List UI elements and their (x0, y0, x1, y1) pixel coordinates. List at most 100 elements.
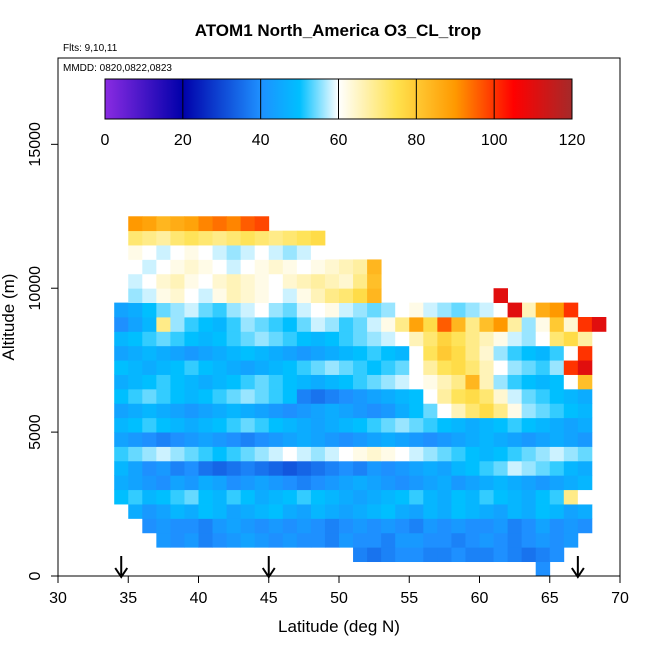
heatmap-cell (142, 460, 157, 476)
heatmap-cell (226, 417, 242, 433)
heatmap-cell (282, 345, 298, 361)
heatmap-cell (353, 432, 368, 447)
heatmap-cell (254, 302, 270, 318)
heatmap-cell (212, 446, 227, 462)
heatmap-cell (423, 403, 438, 419)
dates-label: MMDD: 0820,0822,0823 (63, 63, 172, 74)
heatmap-cell (507, 532, 523, 548)
heatmap-cell (156, 388, 171, 404)
heatmap-cell (549, 302, 565, 318)
heatmap-cell (535, 446, 551, 462)
heatmap-cell (156, 331, 171, 347)
heatmap-cell (395, 446, 410, 462)
heatmap-cell (353, 331, 368, 347)
heatmap-cell (268, 489, 284, 505)
heatmap-cell (254, 504, 270, 519)
heatmap-cell (296, 417, 312, 433)
heatmap-cell (254, 432, 270, 447)
heatmap-cell (184, 331, 199, 347)
heatmap-cell (282, 317, 298, 332)
heatmap-cell (324, 504, 340, 519)
heatmap-cell (339, 288, 354, 304)
heatmap-cell (324, 374, 340, 390)
heatmap-cell (268, 504, 284, 519)
heatmap-cell (296, 245, 312, 260)
heatmap-cell (549, 504, 565, 519)
heatmap-cell (479, 403, 494, 419)
heatmap-cell (184, 446, 199, 462)
heatmap-cell (549, 374, 565, 390)
heatmap-cell (451, 460, 466, 476)
heatmap-cell (142, 345, 157, 361)
heatmap-cell (142, 230, 157, 246)
heatmap-cell (465, 374, 480, 390)
heatmap-cell (114, 475, 129, 491)
heatmap-cell (465, 403, 480, 419)
heatmap-cell (395, 475, 410, 491)
y-tick-label: 0 (27, 571, 44, 580)
heatmap-cell (310, 259, 326, 275)
heatmap-cell (521, 403, 537, 419)
heatmap-cell (128, 432, 143, 447)
x-tick-label: 40 (190, 590, 208, 607)
heatmap-cell (479, 388, 494, 404)
heatmap-cell (437, 317, 452, 332)
heatmap-cell (170, 446, 185, 462)
heatmap-cell (170, 518, 185, 534)
heatmap-cell (296, 374, 312, 390)
heatmap-cell (114, 417, 129, 433)
heatmap-cell (381, 360, 396, 375)
heatmap-cell (156, 417, 171, 433)
heatmap-cell (184, 432, 199, 447)
heatmap-cell (577, 345, 593, 361)
heatmap-cell (198, 460, 213, 476)
heatmap-cell (451, 417, 466, 433)
heatmap-cell (395, 532, 410, 548)
heatmap-cell (226, 360, 242, 375)
heatmap-cell (296, 403, 312, 419)
heatmap-cell (310, 446, 326, 462)
heatmap-cell (465, 532, 480, 548)
heatmap-cell (212, 504, 227, 519)
heatmap-cell (170, 403, 185, 419)
heatmap-cell (577, 403, 593, 419)
heatmap-cell (324, 532, 340, 548)
heatmap-cell (170, 216, 185, 232)
x-tick-label: 60 (471, 590, 489, 607)
heatmap-cell (128, 216, 143, 232)
heatmap-cell (226, 302, 242, 318)
heatmap-cell (184, 230, 199, 246)
heatmap-cell (423, 388, 438, 404)
heatmap-cell (212, 388, 227, 404)
heatmap-cell (254, 460, 270, 476)
heatmap-cell (226, 345, 242, 361)
heatmap-cell (156, 273, 171, 289)
heatmap-cell (240, 388, 256, 404)
heatmap-cell (535, 360, 551, 375)
heatmap-cell (296, 518, 312, 534)
heatmap-cell (535, 561, 551, 577)
heatmap-cell (535, 388, 551, 404)
heatmap-cell (296, 288, 312, 304)
heatmap-cell (549, 345, 565, 361)
heatmap-cell (367, 403, 382, 419)
heatmap-cell (535, 518, 551, 534)
heatmap-cell (507, 547, 523, 563)
y-tick-label: 5000 (27, 414, 44, 450)
heatmap-cell (310, 360, 326, 375)
heatmap-cell (240, 216, 256, 232)
heatmap-cell (240, 288, 256, 304)
heatmap-cell (563, 345, 579, 361)
heatmap-cell (226, 273, 242, 289)
heatmap-cell (479, 547, 494, 563)
heatmap-cell (395, 518, 410, 534)
heatmap-cell (324, 475, 340, 491)
heatmap-cell (507, 331, 523, 347)
heatmap-cell (381, 432, 396, 447)
heatmap-cell (226, 403, 242, 419)
heatmap-cell (339, 403, 354, 419)
heatmap-cell (324, 388, 340, 404)
heatmap-cell (353, 475, 368, 491)
heatmap-cell (465, 432, 480, 447)
heatmap-cell (493, 360, 508, 375)
